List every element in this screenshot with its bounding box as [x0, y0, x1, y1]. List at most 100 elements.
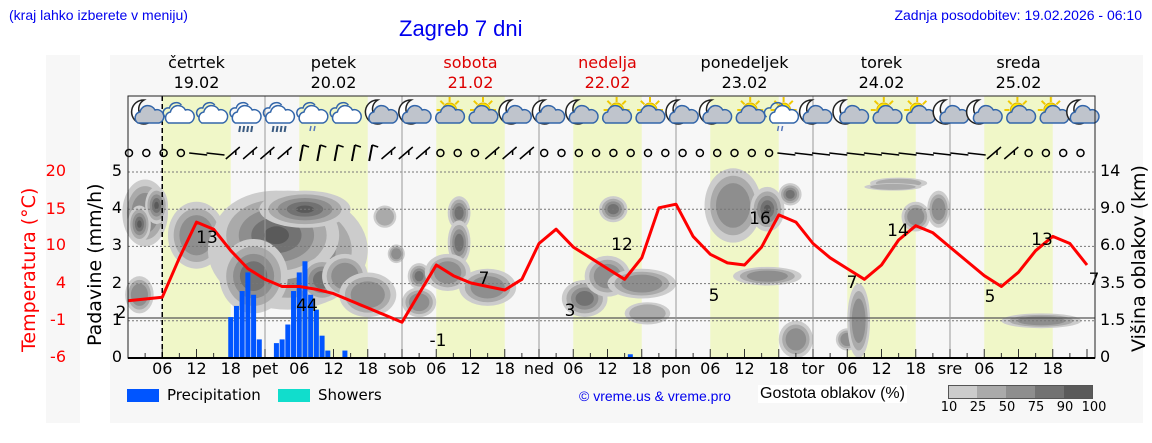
moon-cloud-small-icon [965, 99, 1003, 125]
svg-text:16: 16 [749, 209, 771, 229]
time-tick: 06 [426, 359, 447, 378]
sun-cloud-icon [435, 97, 466, 124]
day-date: 19.02 [173, 73, 220, 92]
moon-cloud-icon [398, 99, 432, 125]
day-name: ponedeljek [700, 53, 789, 72]
svg-text:44: 44 [296, 296, 318, 316]
svg-text:7: 7 [1089, 270, 1100, 290]
temp-tick: 20 [45, 161, 66, 180]
svg-text:5: 5 [985, 287, 996, 307]
day-date: 24.02 [858, 73, 905, 92]
day-label-2: sobota 21.02 [406, 53, 536, 93]
day-date: 20.02 [310, 73, 357, 92]
moon-cloud-icon [364, 99, 399, 125]
density-scale-label: 75 [1027, 400, 1045, 415]
time-tick: 06 [700, 359, 721, 378]
time-tick: 06 [974, 359, 995, 378]
precipitation-bars [228, 261, 633, 358]
moon-cloud-small-icon [932, 99, 970, 125]
precipitation-legend-label: Precipitation [167, 386, 261, 404]
density-scale-label: 90 [1056, 400, 1074, 415]
density-swatch [1006, 385, 1035, 399]
moon-cloud-small-icon [832, 99, 870, 125]
day-label-6: sreda 25.02 [954, 53, 1084, 93]
time-tick: 06 [152, 359, 173, 378]
cloud-light-rain-icon [296, 101, 329, 132]
sun-cloud-icon [735, 97, 766, 124]
moon-cloud-icon [565, 99, 599, 125]
density-scale-label: 10 [940, 400, 958, 415]
sun-cloud-small-icon [870, 97, 903, 124]
time-tick: pon [660, 359, 692, 378]
moon-cloud-icon [531, 99, 566, 125]
precip-tick: 5 [111, 161, 122, 180]
day-date: 23.02 [721, 73, 768, 92]
svg-text:14: 14 [887, 221, 909, 241]
time-tick: 12 [1008, 359, 1029, 378]
page-title: Zagreb 7 dni [399, 16, 523, 41]
moon-cloud-icon [665, 99, 699, 125]
svg-text:7: 7 [479, 269, 490, 289]
sun-cloud-small-icon [904, 97, 937, 124]
cloud-icon [329, 101, 362, 124]
day-date: 22.02 [584, 73, 631, 92]
time-tick: 12 [734, 359, 755, 378]
sun-cloud-small-icon [1037, 97, 1070, 124]
time-tick: 18 [357, 359, 378, 378]
cloud-density-title: Gostota oblakov (%) [758, 385, 907, 403]
density-scale-label: 50 [998, 400, 1016, 415]
svg-text:12: 12 [611, 235, 633, 255]
day-name: sobota [443, 53, 498, 72]
svg-text:-1: -1 [430, 331, 447, 351]
svg-text:7: 7 [847, 273, 858, 293]
time-tick: 18 [1042, 359, 1063, 378]
density-scale-label: 25 [969, 400, 987, 415]
svg-text:3: 3 [565, 301, 576, 321]
time-tick: ned [523, 359, 555, 378]
precip-tick: 1 [111, 309, 122, 329]
day-date: 25.02 [995, 73, 1042, 92]
day-name: torek [860, 53, 903, 72]
time-tick: 12 [186, 359, 207, 378]
day-name: četrtek [168, 53, 225, 72]
time-tick: 18 [631, 359, 652, 378]
temperature-axis-panel [46, 55, 80, 423]
time-tick: 18 [494, 359, 515, 378]
credit-link[interactable]: © vreme.us & vreme.pro [579, 388, 731, 404]
wind-barbs-row [124, 144, 1085, 162]
density-swatch [977, 385, 1006, 399]
moon-cloud-icon [698, 99, 733, 125]
grid-lines [127, 96, 1095, 358]
density-scale-frame [948, 385, 1093, 399]
precip-tick: 3 [111, 235, 122, 255]
moon-cloud-icon [1066, 99, 1100, 125]
time-tick: 18 [905, 359, 926, 378]
showers-legend-label: Showers [318, 386, 382, 404]
temperature-line [127, 202, 1089, 324]
sun-cloud-icon [602, 97, 633, 124]
time-tick: 18 [768, 359, 789, 378]
time-tick: 06 [289, 359, 310, 378]
showers-swatch [278, 389, 310, 402]
time-tick: 12 [597, 359, 618, 378]
temperature-annotations: 2 13 44 -1 7 3 12 5 16 7 14 5 13 7 [116, 209, 1100, 351]
time-tick: sob [387, 359, 417, 378]
density-swatch [1064, 385, 1093, 399]
day-label-4: ponedeljek 23.02 [680, 53, 810, 93]
precip-tick: 2 [111, 272, 122, 292]
sun-cloud-icon [468, 97, 499, 124]
sun-cloud-icon [635, 97, 666, 124]
time-tick: sre [937, 359, 963, 378]
last-update: Zadnja posodobitev: 19.02.2026 - 06:10 [894, 7, 1142, 23]
svg-text:5: 5 [709, 286, 720, 306]
sun-cloud-small-icon [1004, 97, 1037, 124]
day-name: sreda [996, 53, 1041, 72]
cloud-icon [195, 101, 229, 124]
cloud-heavy-rain-icon [262, 101, 296, 133]
cloud-height-tick: 3.5 [1100, 272, 1126, 292]
density-scale-label: 100 [1081, 400, 1107, 415]
svg-text:2: 2 [116, 303, 127, 323]
precip-tick: 0 [111, 347, 122, 366]
precipitation-swatch [127, 389, 159, 402]
